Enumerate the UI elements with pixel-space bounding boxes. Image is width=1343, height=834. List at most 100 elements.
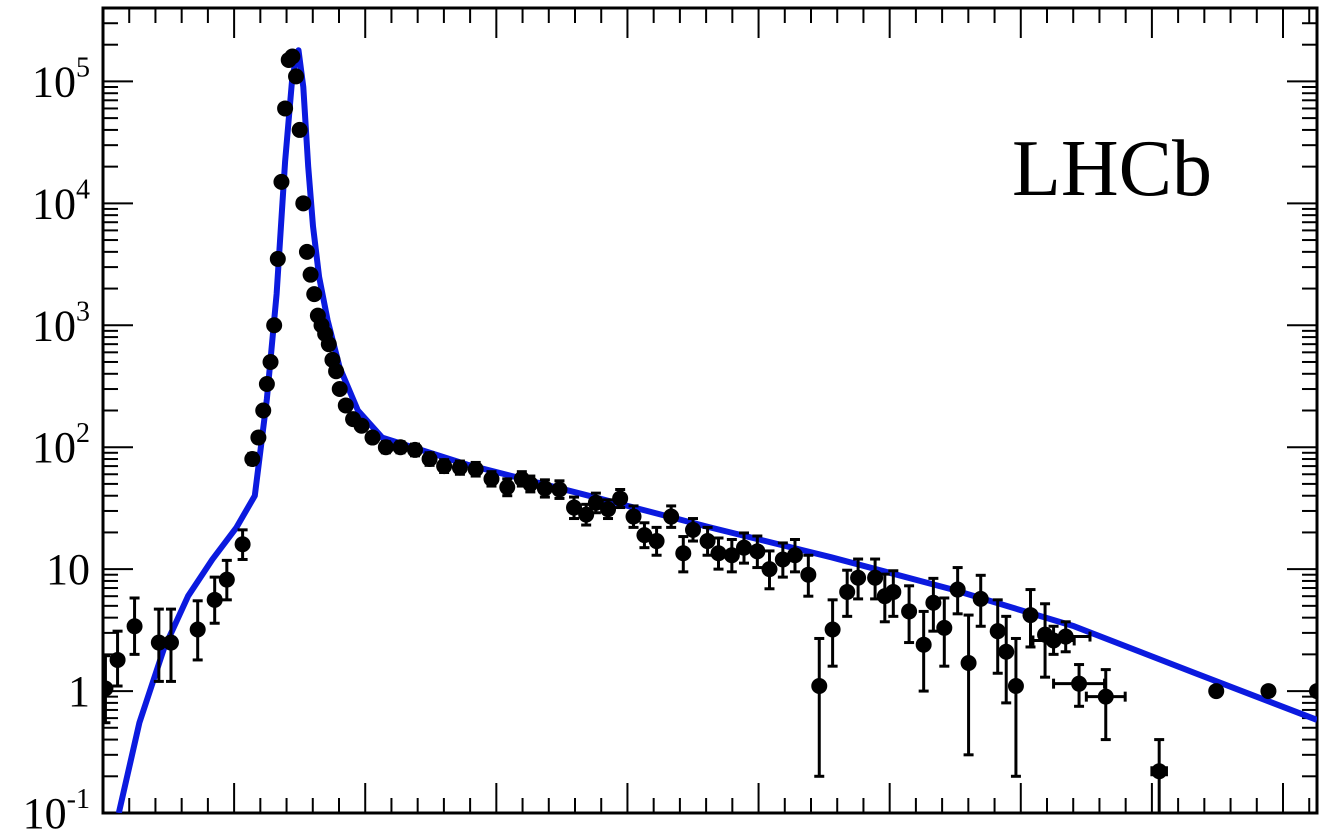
marker — [699, 533, 716, 550]
data-point — [949, 566, 966, 616]
data-point — [109, 629, 126, 688]
marker — [1309, 683, 1317, 700]
marker — [331, 381, 348, 398]
data-point — [295, 195, 312, 212]
marker — [885, 583, 902, 600]
marker — [262, 353, 279, 370]
data-point — [960, 613, 977, 757]
data-point — [925, 576, 942, 633]
data-point — [536, 478, 553, 499]
marker — [587, 494, 604, 511]
data-point — [392, 439, 409, 456]
data-point — [600, 498, 617, 521]
fit-curve-layer — [115, 47, 1317, 813]
marker — [867, 569, 884, 586]
data-point — [320, 336, 337, 353]
data-point — [675, 535, 692, 574]
data-point — [749, 534, 766, 570]
data-point — [1150, 738, 1168, 813]
data-point — [800, 553, 817, 598]
data-point — [284, 48, 301, 65]
marker — [960, 654, 977, 671]
data-point — [234, 528, 251, 561]
data-point — [298, 243, 315, 260]
data-point — [266, 317, 283, 334]
marker — [320, 336, 337, 353]
marker — [675, 545, 692, 562]
data-point — [244, 451, 261, 468]
data-point — [1052, 663, 1107, 708]
marker — [451, 459, 468, 476]
data-point — [885, 569, 902, 618]
marker — [566, 499, 583, 516]
data-point — [761, 549, 778, 591]
data-point — [1260, 683, 1277, 700]
marker — [269, 250, 286, 267]
marker — [774, 551, 791, 568]
y-tick-label: 1 — [68, 667, 90, 716]
marker — [723, 547, 740, 564]
y-tick-label: 10 — [46, 545, 90, 594]
data-point — [250, 429, 267, 446]
data-point — [421, 451, 438, 468]
marker — [328, 363, 345, 380]
marker — [109, 651, 126, 668]
marker — [663, 508, 680, 525]
marker — [234, 536, 251, 553]
experiment-label: LHCb — [1012, 125, 1212, 213]
marker — [925, 594, 942, 611]
data-point — [483, 470, 500, 488]
data-point — [467, 460, 484, 478]
marker — [1022, 607, 1039, 624]
marker — [1071, 675, 1088, 692]
marker — [1097, 688, 1114, 705]
marker — [250, 429, 267, 446]
data-point — [824, 598, 841, 668]
marker — [499, 479, 516, 496]
y-tick-label: 103 — [32, 296, 90, 350]
marker — [421, 451, 438, 468]
marker — [295, 195, 312, 212]
marker — [277, 100, 294, 117]
data-point — [436, 458, 453, 475]
data-point — [337, 397, 354, 414]
data-point — [364, 429, 381, 446]
data-point — [262, 353, 279, 370]
data-point — [499, 477, 516, 498]
data-point — [663, 504, 680, 529]
marker — [625, 508, 642, 525]
y-tick-label: 105 — [32, 52, 90, 106]
data-point — [710, 536, 727, 571]
data-point — [291, 121, 308, 138]
marker — [685, 521, 702, 538]
data-point — [811, 636, 828, 778]
marker — [850, 569, 867, 586]
marker — [551, 481, 568, 498]
marker — [1208, 683, 1225, 700]
data-point — [1084, 668, 1127, 742]
marker — [298, 243, 315, 260]
marker — [1057, 628, 1074, 645]
marker — [600, 501, 617, 518]
marker — [189, 621, 206, 638]
marker — [800, 566, 817, 583]
y-tick-label: 10-1 — [23, 784, 90, 834]
marker — [302, 266, 319, 283]
data-point — [612, 487, 629, 510]
data-point — [269, 250, 286, 267]
data-point — [867, 557, 884, 601]
marker — [150, 634, 167, 651]
marker — [636, 527, 653, 544]
data-point — [255, 402, 272, 419]
data-point — [377, 439, 394, 456]
marker — [811, 678, 828, 695]
data-point — [735, 531, 752, 565]
data-point — [126, 596, 143, 656]
marker — [648, 533, 665, 550]
marker — [1151, 763, 1168, 780]
marker — [291, 121, 308, 138]
marker — [436, 458, 453, 475]
data-point — [451, 459, 468, 476]
marker — [612, 490, 629, 507]
